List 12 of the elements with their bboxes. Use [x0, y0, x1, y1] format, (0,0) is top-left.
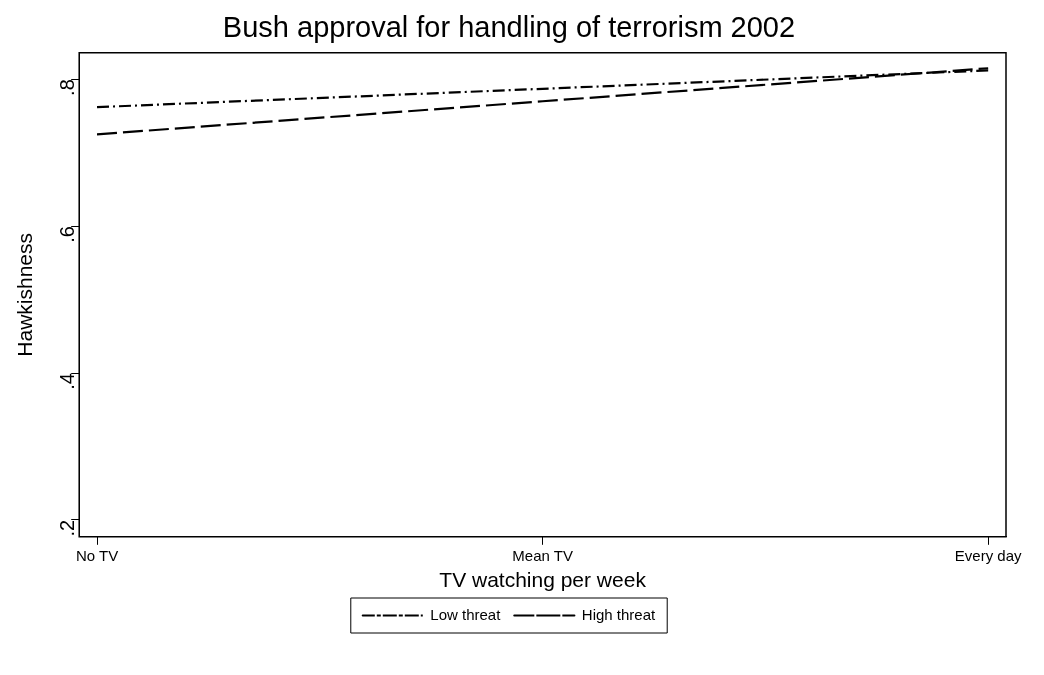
x-tick-label: Every day [954, 546, 1023, 564]
y-tick-label: .6 [55, 226, 78, 243]
x-tick-label: No TV [75, 546, 119, 564]
y-axis-title: Hawkishness [13, 232, 37, 357]
x-tick-label: Mean TV [512, 546, 573, 564]
legend-label: High threat [581, 605, 657, 623]
legend-label: Low threat [430, 605, 502, 623]
x-axis-title: TV watching per week [439, 568, 647, 592]
chart-title: Bush approval for handling of terrorism 2002 [222, 11, 796, 44]
y-tick-label: .8 [55, 79, 78, 96]
y-tick-label: .4 [55, 373, 78, 390]
y-tick-label: .2 [55, 519, 78, 537]
